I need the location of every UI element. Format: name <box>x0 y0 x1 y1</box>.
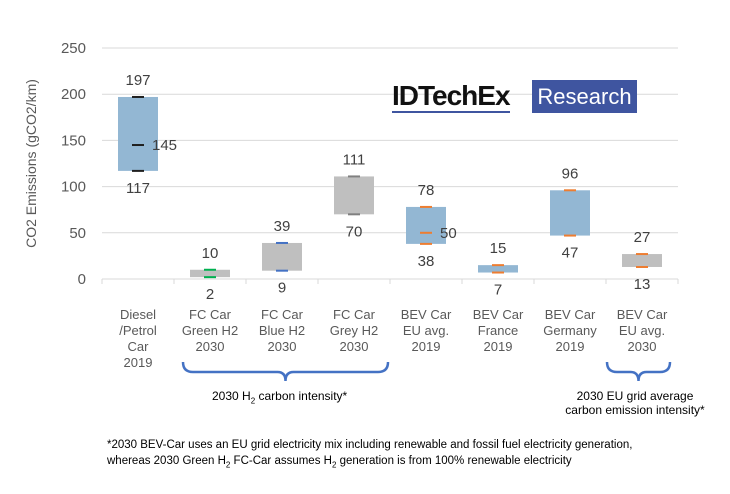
max-label: 111 <box>343 151 366 168</box>
bracket-label-part: carbon intensity* <box>255 389 348 403</box>
x-tick-label: 2019 <box>556 339 585 354</box>
max-label: 15 <box>490 240 507 257</box>
mid-label: 145 <box>152 137 177 154</box>
max-label: 10 <box>202 245 219 262</box>
x-tick-label: /Petrol <box>119 323 157 338</box>
bracket-label-part: 2030 H <box>212 389 251 403</box>
x-tick-label: 2019 <box>124 355 153 370</box>
footnote-line-2: whereas 2030 Green H2 FC-Car assumes H2 … <box>107 453 632 473</box>
y-tick-label: 50 <box>69 225 86 242</box>
bracket-eu-grid <box>605 361 672 382</box>
x-tick-label: EU avg. <box>403 323 449 338</box>
x-tick-label: Grey H2 <box>330 323 378 338</box>
max-label: 197 <box>125 72 150 89</box>
min-label: 117 <box>126 180 150 197</box>
x-tick-label: Diesel <box>120 307 156 322</box>
footnote-part: FC-Car assumes H <box>230 455 332 467</box>
x-tick-label: Green H2 <box>182 323 238 338</box>
x-tick-label: 2030 <box>196 339 225 354</box>
x-tick-label: Car <box>128 339 150 354</box>
mid-label: 50 <box>440 225 457 242</box>
y-tick-label: 100 <box>61 179 86 196</box>
footnote-line-1: *2030 BEV-Car uses an EU grid electricit… <box>107 439 633 451</box>
logo: IDTechEx Research <box>392 80 642 116</box>
x-tick-label: BEV Car <box>545 307 596 322</box>
logo-research: Research <box>532 80 637 113</box>
y-tick-label: 0 <box>78 271 86 288</box>
footnote-part: whereas 2030 Green H <box>107 455 226 467</box>
x-tick-label: BEV Car <box>473 307 524 322</box>
x-tick-label: 2019 <box>484 339 513 354</box>
max-label: 27 <box>634 229 651 246</box>
x-tick-label: Germany <box>543 323 597 338</box>
x-tick-label: FC Car <box>261 307 304 322</box>
footnote-sub: 2 <box>225 460 231 470</box>
footnote-part: generation is from 100% renewable electr… <box>336 455 572 467</box>
min-label: 7 <box>494 282 502 299</box>
range-bar <box>406 206 446 244</box>
x-tick-label: 2030 <box>628 339 657 354</box>
x-tick-label: Blue H2 <box>259 323 305 338</box>
bracket-label-sub: 2 <box>250 396 256 406</box>
min-label: 13 <box>634 276 651 293</box>
min-label: 9 <box>278 280 286 297</box>
min-label: 47 <box>562 245 579 262</box>
x-tick-label: BEV Car <box>617 307 668 322</box>
range-bar <box>334 176 374 215</box>
y-tick-label: 200 <box>61 86 86 103</box>
y-tick-label: 250 <box>61 40 86 57</box>
footnote: *2030 BEV-Car uses an EU grid electricit… <box>107 437 632 473</box>
y-axis-title: CO2 Emissions (gCO2/km) <box>23 79 39 248</box>
bracket-label-eu-grid: 2030 EU grid average carbon emission int… <box>545 389 725 417</box>
range-bar <box>622 254 662 267</box>
min-label: 38 <box>418 253 435 270</box>
min-label: 70 <box>346 223 363 240</box>
bracket-label-line: carbon emission intensity* <box>565 403 705 417</box>
range-bar <box>190 269 230 278</box>
bracket-label-h2: 2030 H2 carbon intensity* <box>212 389 347 405</box>
bracket-label-line: 2030 EU grid average <box>576 389 694 403</box>
x-tick-label: 2030 <box>340 339 369 354</box>
min-label: 2 <box>206 286 214 303</box>
range-bar <box>478 265 518 273</box>
y-tick-label: 150 <box>61 132 86 149</box>
x-tick-label: FC Car <box>333 307 376 322</box>
footnote-sub: 2 <box>331 460 337 470</box>
max-label: 39 <box>274 218 291 235</box>
x-tick-label: 2030 <box>268 339 297 354</box>
range-bar <box>118 96 158 171</box>
max-label: 78 <box>418 182 435 199</box>
logo-idtechex: IDTechEx <box>392 80 511 113</box>
x-tick-label: FC Car <box>189 307 232 322</box>
range-bar <box>550 190 590 236</box>
x-tick-label: EU avg. <box>619 323 665 338</box>
x-tick-label: BEV Car <box>401 307 452 322</box>
x-tick-label: France <box>478 323 518 338</box>
x-tick-label: 2019 <box>412 339 441 354</box>
max-label: 96 <box>562 165 579 182</box>
range-bar <box>262 242 302 271</box>
bracket-h2 <box>181 361 390 382</box>
